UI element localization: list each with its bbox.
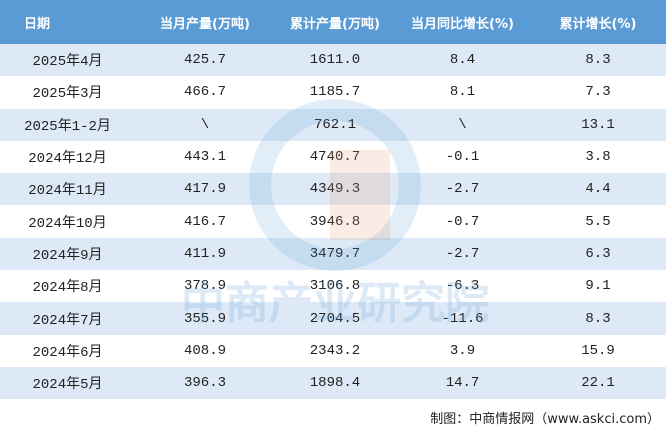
value-cell: -6.3 xyxy=(445,278,480,295)
date-cell: 2025年3月 xyxy=(32,86,103,103)
value-cell: 14.7 xyxy=(395,366,530,400)
value-cell: 4349.3 xyxy=(275,173,395,206)
value-cell: -0.7 xyxy=(445,213,480,230)
table-row: 2024年8月 378.9 3106.8 -6.3 9.1 xyxy=(0,270,666,302)
value-cell: 15.9 xyxy=(581,342,615,359)
date-cell: 2024年9月 xyxy=(0,237,135,271)
footer-credit: 制图：中商情报网（www.askci.com） xyxy=(430,412,660,427)
table-row: 2024年11月 417.9 4349.3 -2.7 4.4 xyxy=(0,173,666,206)
data-table: 日期 当月产量(万吨) 累计产量(万吨) 当月同比增长(%) 累计增长(%) 2025年… xyxy=(0,0,666,400)
date-cell: 2024年10月 xyxy=(28,215,107,232)
table-row: 2024年10月 416.7 3946.8 -0.7 5.5 xyxy=(0,205,666,237)
column-header: 当月产量(万吨) xyxy=(135,0,275,44)
table-row: 2024年12月 443.1 4740.7 -0.1 3.8 xyxy=(0,141,666,173)
header-row: 日期 当月产量(万吨) 累计产量(万吨) 当月同比增长(%) 累计增长(%) xyxy=(0,0,666,44)
value-cell: 378.9 xyxy=(183,278,226,295)
table-body: 2025年4月 425.7 1611.0 8.4 8.3 2025年3月 466.7 1185… xyxy=(0,44,666,400)
value-cell: 8.4 xyxy=(395,44,530,77)
value-cell: 425.7 xyxy=(135,44,275,77)
column-header: 累计增长(%) xyxy=(530,0,666,44)
column-header: 当月同比增长(%) xyxy=(395,0,530,44)
value-cell: -11.6 xyxy=(395,302,530,335)
column-header: 日期 xyxy=(0,0,135,44)
value-cell: 762.1 xyxy=(275,108,395,141)
table-row: 2024年9月 411.9 3479.7 -2.7 6.3 xyxy=(0,237,666,271)
value-cell: 3.9 xyxy=(449,342,476,359)
value-cell: 9.1 xyxy=(585,278,611,295)
value-cell: 7.3 xyxy=(585,84,611,101)
date-cell: 2024年7月 xyxy=(0,302,135,335)
column-header: 累计产量(万吨) xyxy=(275,0,395,44)
date-cell: 2024年8月 xyxy=(32,280,103,297)
value-cell: 416.7 xyxy=(183,213,226,230)
value-cell: 408.9 xyxy=(183,342,226,359)
value-cell: 3.8 xyxy=(585,149,611,166)
table-row: 2025年4月 425.7 1611.0 8.4 8.3 xyxy=(0,44,666,77)
value-cell: 4.4 xyxy=(530,173,666,206)
value-cell: 13.1 xyxy=(530,108,666,141)
date-cell: 2024年5月 xyxy=(0,366,135,400)
value-cell: 411.9 xyxy=(135,237,275,271)
value-cell: 466.7 xyxy=(183,84,226,101)
value-cell: 443.1 xyxy=(183,149,226,166)
value-cell: 4740.7 xyxy=(309,149,361,166)
value-cell: 1898.4 xyxy=(275,366,395,400)
value-cell: \ xyxy=(135,108,275,141)
value-cell: 6.3 xyxy=(530,237,666,271)
value-cell: 396.3 xyxy=(135,366,275,400)
value-cell: 8.1 xyxy=(449,84,476,101)
value-cell: 2343.2 xyxy=(309,342,361,359)
value-cell: 417.9 xyxy=(135,173,275,206)
table-row: 2025年3月 466.7 1185.7 8.1 7.3 xyxy=(0,76,666,108)
table-row: 2024年5月 396.3 1898.4 14.7 22.1 xyxy=(0,366,666,400)
date-cell: 2024年12月 xyxy=(28,151,107,168)
value-cell: 355.9 xyxy=(135,302,275,335)
date-cell: 2024年11月 xyxy=(0,173,135,206)
table-row: 2024年6月 408.9 2343.2 3.9 15.9 xyxy=(0,335,666,367)
value-cell: -0.1 xyxy=(445,149,480,166)
value-cell: -2.7 xyxy=(395,237,530,271)
table-row: 2025年1-2月 \ 762.1 \ 13.1 xyxy=(0,108,666,141)
date-cell: 2025年1-2月 xyxy=(0,108,135,141)
value-cell: 8.3 xyxy=(530,44,666,77)
date-cell: 2024年6月 xyxy=(32,344,103,361)
date-cell: 2025年4月 xyxy=(0,44,135,77)
value-cell: 22.1 xyxy=(530,366,666,400)
value-cell: 3946.8 xyxy=(309,213,361,230)
value-cell: 3106.8 xyxy=(309,278,361,295)
value-cell: 1611.0 xyxy=(275,44,395,77)
value-cell: \ xyxy=(395,108,530,141)
value-cell: 5.5 xyxy=(585,213,611,230)
value-cell: 2704.5 xyxy=(275,302,395,335)
table-row: 2024年7月 355.9 2704.5 -11.6 8.3 xyxy=(0,302,666,335)
value-cell: -2.7 xyxy=(395,173,530,206)
value-cell: 1185.7 xyxy=(309,84,361,101)
value-cell: 3479.7 xyxy=(275,237,395,271)
value-cell: 8.3 xyxy=(530,302,666,335)
